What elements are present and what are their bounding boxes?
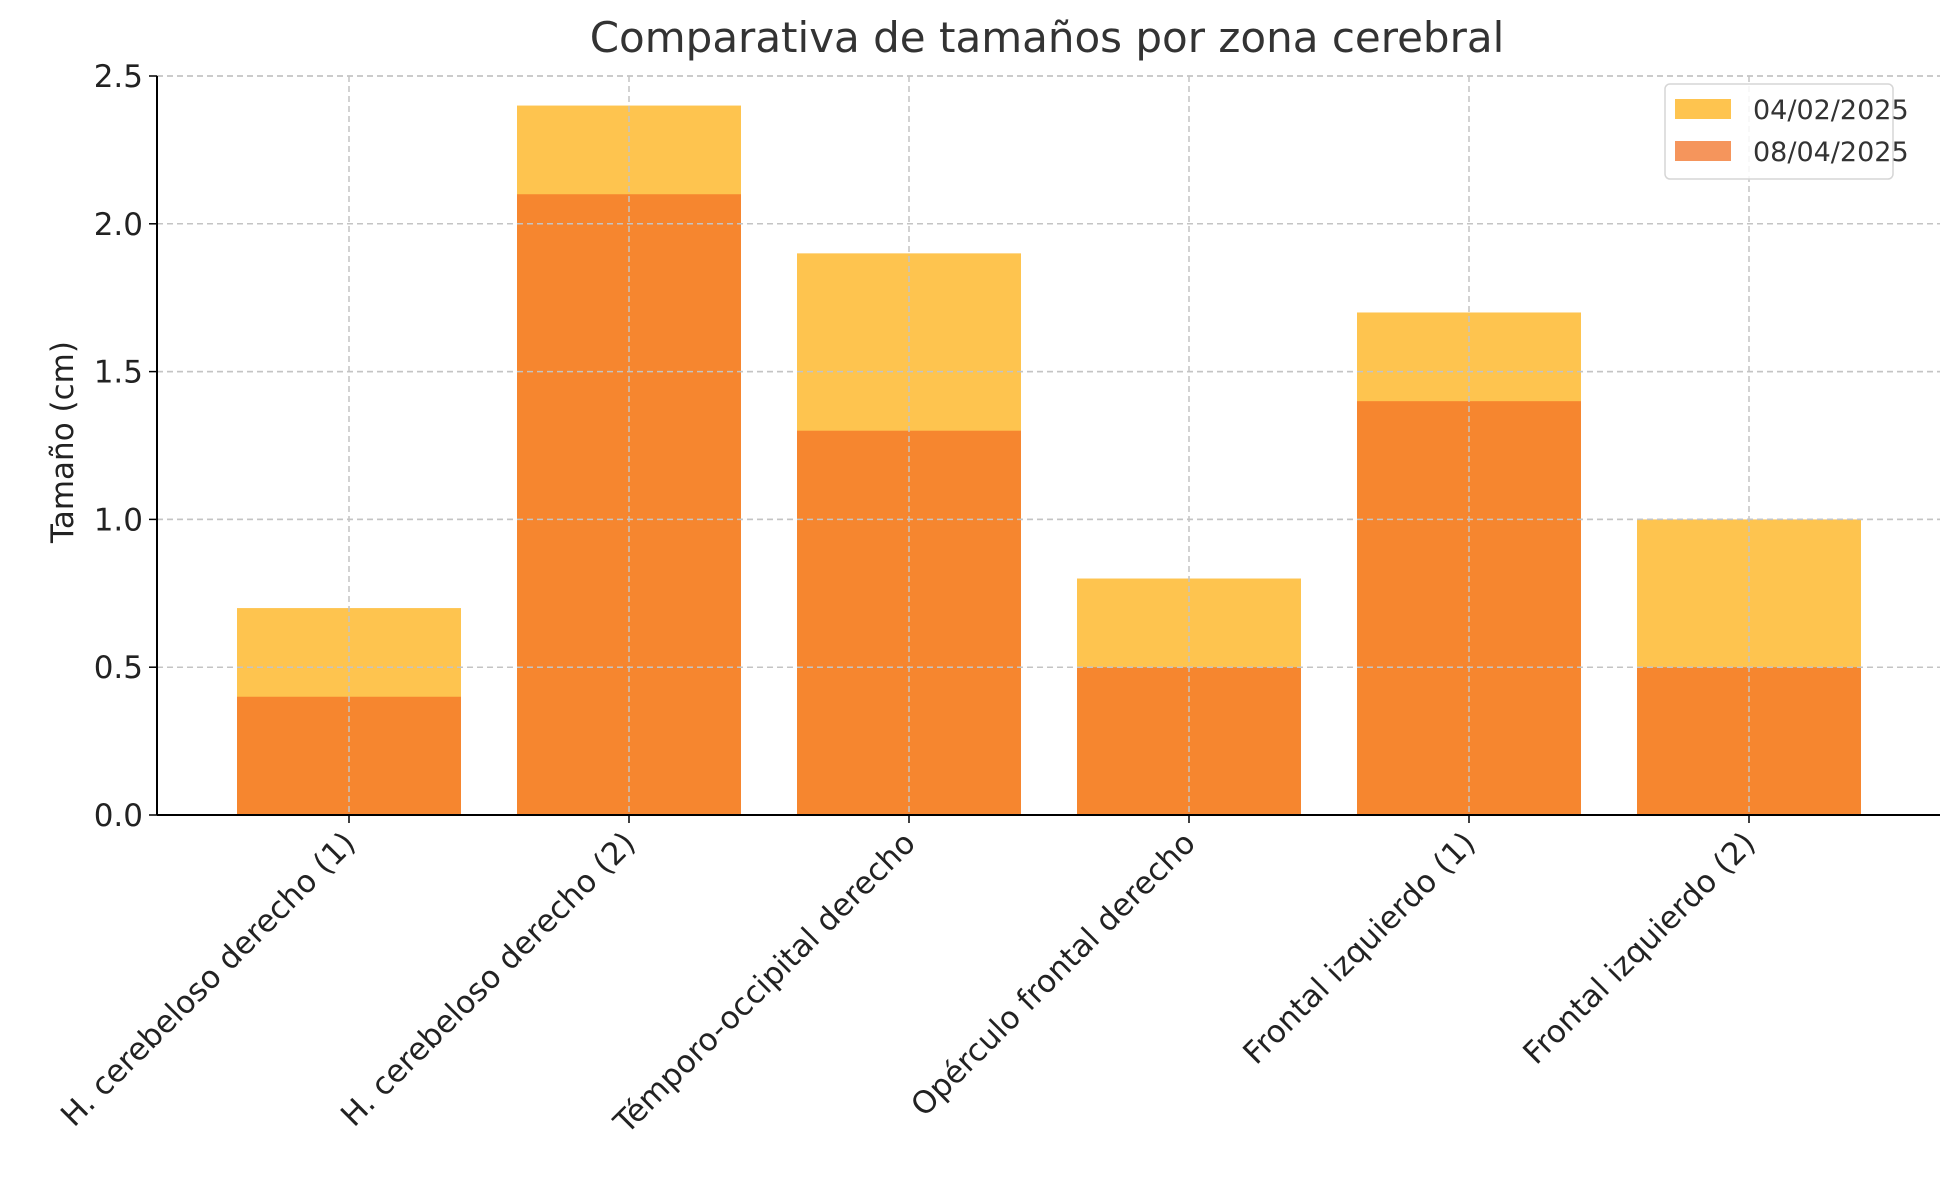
x-tick-label: Frontal izquierdo (1) xyxy=(1236,825,1482,1071)
x-tick-label: Frontal izquierdo (2) xyxy=(1516,825,1762,1071)
y-tick-label: 2.0 xyxy=(94,207,143,243)
bars xyxy=(237,105,1861,816)
x-tick-label: Opérculo frontal derecho xyxy=(904,825,1202,1123)
legend: 04/02/2025 08/04/2025 xyxy=(1664,83,1909,180)
legend-label: 08/04/2025 xyxy=(1753,137,1909,168)
chart-title: Comparativa de tamaños por zona cerebral xyxy=(590,13,1505,62)
y-tick-label: 2.5 xyxy=(94,59,143,95)
x-axis-ticks: H. cerebeloso derecho (1)H. cerebeloso d… xyxy=(54,815,1763,1141)
grid-overlay xyxy=(157,75,1940,815)
y-tick-label: 0.0 xyxy=(94,798,143,834)
y-tick-label: 0.5 xyxy=(94,650,143,686)
y-axis-label: Tamaño (cm) xyxy=(45,341,81,544)
axes xyxy=(156,76,1940,816)
x-tick-label: H. cerebeloso derecho (1) xyxy=(54,825,363,1134)
y-tick-label: 1.0 xyxy=(94,502,143,538)
x-tick-label: H. cerebeloso derecho (2) xyxy=(334,825,643,1134)
y-axis-ticks: 0.0 0.5 1.0 1.5 2.0 2.5 xyxy=(94,59,157,834)
legend-label: 04/02/2025 xyxy=(1753,95,1909,126)
x-tick-label: Témporo-occipital derecho xyxy=(607,825,923,1141)
y-tick-label: 1.5 xyxy=(94,355,143,391)
legend-swatch xyxy=(1675,141,1731,161)
legend-swatch xyxy=(1675,99,1731,119)
